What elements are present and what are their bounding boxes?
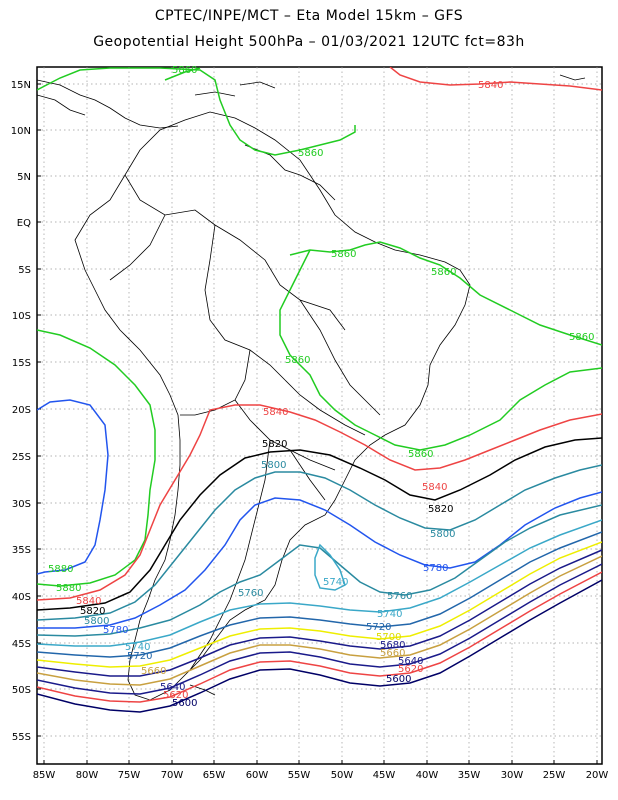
contour-label: 5760 bbox=[238, 588, 263, 599]
contour-label: 5640 bbox=[398, 656, 423, 667]
contour-5720 bbox=[37, 531, 602, 658]
contour-label: 5800 bbox=[84, 616, 109, 627]
contour-label: 5860 bbox=[331, 249, 356, 260]
lon-label: 45W bbox=[373, 770, 396, 781]
contour-5860-west bbox=[37, 399, 109, 575]
contour-5880-north bbox=[164, 67, 201, 81]
contour-5640 bbox=[37, 563, 602, 695]
lat-label: 20S bbox=[12, 405, 31, 416]
contour-label: 5660 bbox=[380, 648, 405, 659]
lon-label: 30W bbox=[501, 770, 524, 781]
contour-5860-north bbox=[37, 67, 356, 156]
lat-label: 5S bbox=[18, 265, 31, 276]
contour-label: 5780 bbox=[103, 625, 128, 636]
contour-label: 5660 bbox=[141, 666, 166, 677]
contour-5780 bbox=[37, 491, 602, 629]
contour-label: 5700 bbox=[376, 632, 401, 643]
coastlines-and-borders bbox=[37, 74, 586, 701]
lon-label: 60W bbox=[246, 770, 269, 781]
lat-label: 35S bbox=[12, 545, 31, 556]
contour-5820 bbox=[37, 437, 602, 611]
contour-5700 bbox=[37, 541, 602, 668]
lat-label: 5N bbox=[17, 172, 31, 183]
lat-label: 15S bbox=[12, 358, 31, 369]
lat-label: EQ bbox=[17, 218, 31, 229]
contour-5860-brazil bbox=[289, 241, 602, 346]
lon-label: 80W bbox=[76, 770, 99, 781]
contour-label: 5820 bbox=[428, 504, 453, 515]
longitude-labels: 85W 80W 75W 70W 65W 60W 55W 50W 45W 40W … bbox=[33, 770, 609, 781]
contour-label: 5860 bbox=[569, 332, 594, 343]
lat-label: 10N bbox=[11, 126, 31, 137]
lat-label: 50S bbox=[12, 685, 31, 696]
lat-label: 15N bbox=[11, 80, 31, 91]
lat-label: 10S bbox=[12, 311, 31, 322]
contour-5600 bbox=[37, 579, 602, 713]
lat-label: 55S bbox=[12, 732, 31, 743]
contour-label: 5620 bbox=[398, 664, 423, 675]
contour-label: 5620 bbox=[163, 690, 188, 701]
contour-label: 5640 bbox=[160, 682, 185, 693]
contour-lines bbox=[37, 67, 602, 713]
contour-label: 5860 bbox=[408, 449, 433, 460]
lon-label: 40W bbox=[416, 770, 439, 781]
contour-label: 5860 bbox=[298, 148, 323, 159]
contour-label: 5740 bbox=[323, 577, 348, 588]
lon-label: 25W bbox=[543, 770, 566, 781]
contour-label: 5760 bbox=[387, 591, 412, 602]
lon-label: 50W bbox=[331, 770, 354, 781]
contour-5620 bbox=[37, 571, 602, 703]
contour-5740-low bbox=[314, 543, 346, 591]
contour-label: 5600 bbox=[172, 698, 197, 709]
contour-label: 5800 bbox=[261, 460, 286, 471]
contour-label: 5600 bbox=[386, 674, 411, 685]
contour-label: 5880 bbox=[56, 583, 81, 594]
latitude-labels: 15N 10N 5N EQ 5S 10S 15S 20S 25S 30S 35S… bbox=[11, 80, 31, 743]
contour-5740 bbox=[37, 519, 602, 647]
contour-5840-north bbox=[389, 67, 602, 91]
map-frame bbox=[36, 66, 603, 765]
contour-label: 5820 bbox=[262, 439, 287, 450]
contour-label: 5860 bbox=[172, 65, 197, 76]
contour-label: 5840 bbox=[76, 596, 101, 607]
contour-label: 5860 bbox=[431, 267, 456, 278]
contour-5680 bbox=[37, 549, 602, 677]
lat-label: 40S bbox=[12, 592, 31, 603]
lat-label: 25S bbox=[12, 452, 31, 463]
lon-label: 75W bbox=[118, 770, 141, 781]
contour-label: 5740 bbox=[377, 609, 402, 620]
contour-5860-loop bbox=[279, 249, 602, 451]
map-title-line1: CPTEC/INPE/MCT – Eta Model 15km – GFS bbox=[154, 8, 464, 24]
contour-label: 5720 bbox=[127, 651, 152, 662]
contour-label: 5840 bbox=[263, 407, 288, 418]
contour-5880-west bbox=[37, 329, 156, 587]
lat-label: 45S bbox=[12, 639, 31, 650]
contour-label: 5860 bbox=[285, 355, 310, 366]
contour-5660 bbox=[37, 555, 602, 686]
lon-label: 55W bbox=[288, 770, 311, 781]
contour-label: 5780 bbox=[423, 563, 448, 574]
lat-label: 30S bbox=[12, 499, 31, 510]
contour-label: 5680 bbox=[380, 640, 405, 651]
contour-label: 5840 bbox=[478, 80, 503, 91]
contour-5840 bbox=[37, 404, 602, 601]
lon-label: 65W bbox=[203, 770, 226, 781]
map-title-line2: Geopotential Height 500hPa – 01/03/2021 … bbox=[93, 34, 525, 50]
lon-label: 20W bbox=[586, 770, 609, 781]
contour-label: 5720 bbox=[366, 622, 391, 633]
contour-label: 5800 bbox=[430, 529, 455, 540]
lon-label: 85W bbox=[33, 770, 56, 781]
contour-label: 5880 bbox=[48, 564, 73, 575]
contour-5760 bbox=[37, 504, 602, 637]
lon-label: 35W bbox=[458, 770, 481, 781]
contour-5800 bbox=[37, 464, 602, 621]
contour-label: 5740 bbox=[125, 642, 150, 653]
contour-label: 5840 bbox=[422, 482, 447, 493]
contour-label: 5820 bbox=[80, 606, 105, 617]
contour-labels: 5860 5860 5860 5860 5860 5860 5860 5880 … bbox=[48, 65, 594, 709]
axis-ticks bbox=[37, 83, 598, 764]
lon-label: 70W bbox=[161, 770, 184, 781]
